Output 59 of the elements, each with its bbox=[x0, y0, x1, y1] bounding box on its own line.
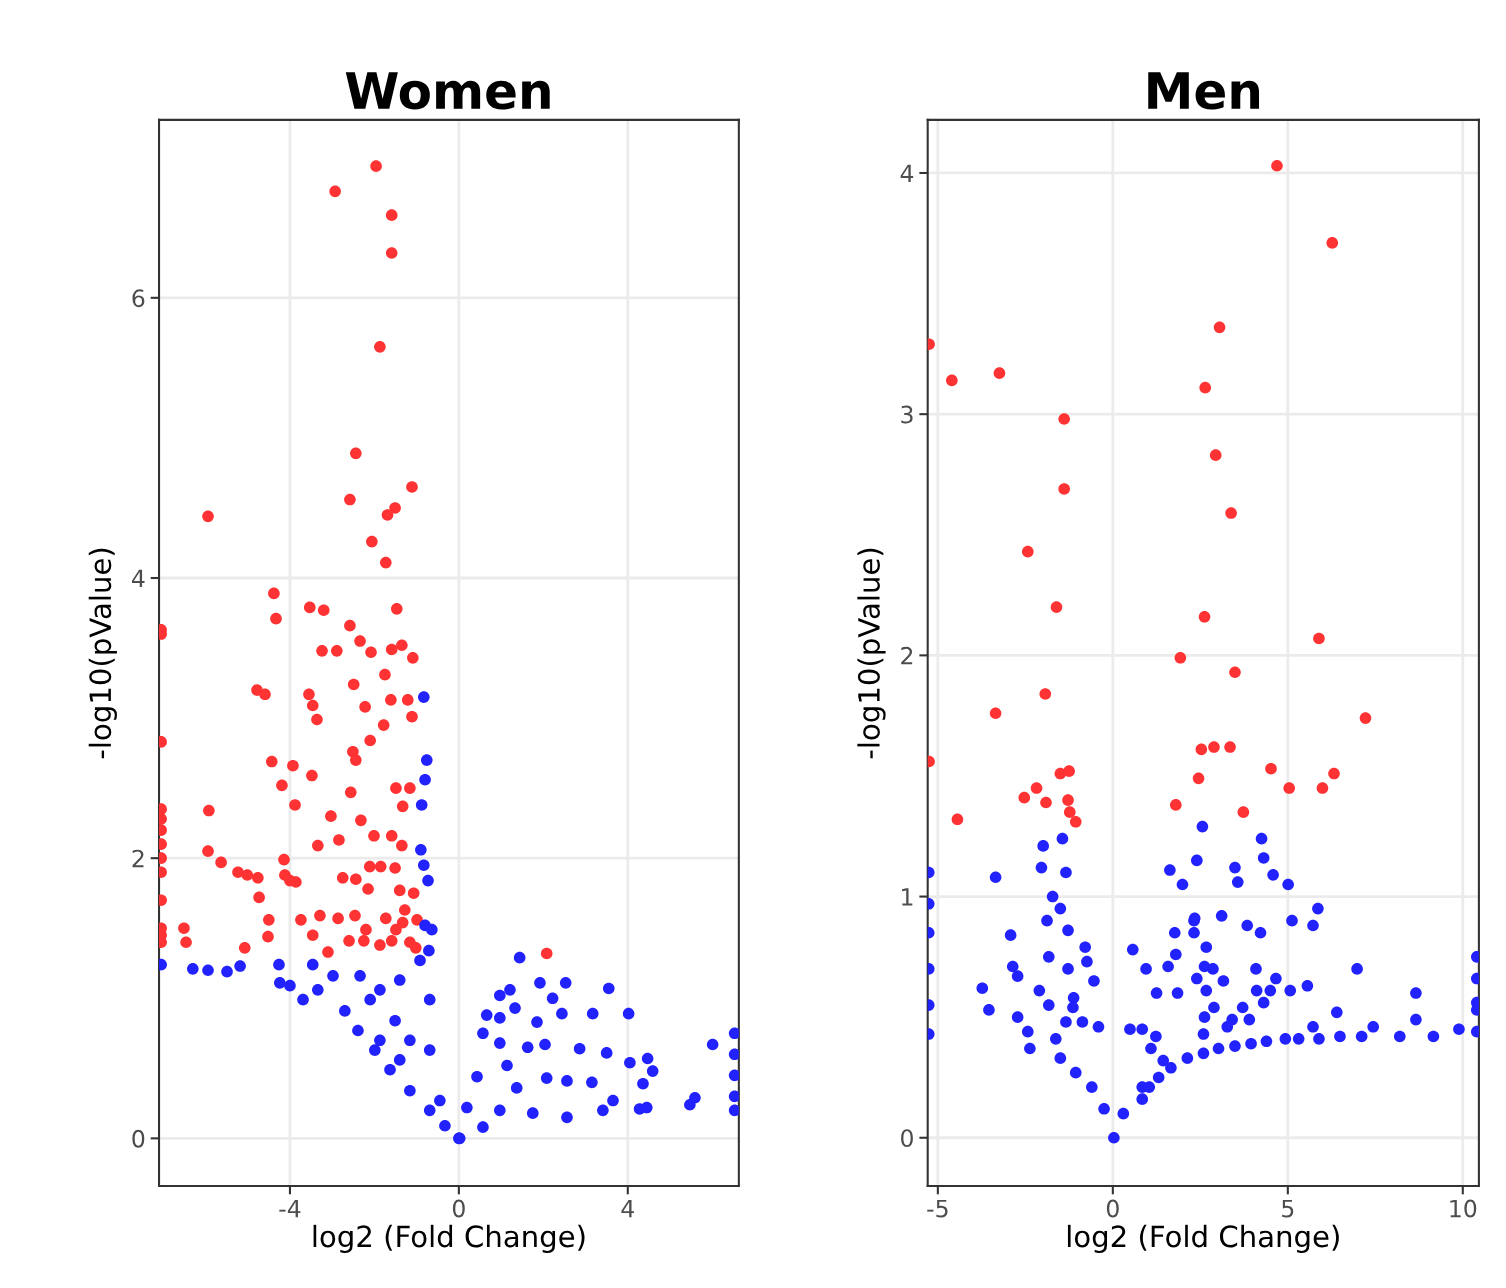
point bbox=[1313, 632, 1325, 645]
point bbox=[1174, 651, 1187, 664]
point bbox=[993, 367, 1006, 379]
point bbox=[1040, 796, 1052, 809]
point bbox=[1283, 782, 1296, 794]
point bbox=[989, 707, 1002, 720]
y-tick-label: 4 bbox=[900, 164, 914, 182]
x-axis-title: log2 (Fold Change) bbox=[313, 1224, 585, 1254]
point bbox=[1063, 765, 1075, 777]
y-tick-label: 0 bbox=[901, 1129, 913, 1148]
y-tick-label: 1 bbox=[902, 888, 913, 906]
point bbox=[1316, 782, 1329, 794]
y-tick-label: 6 bbox=[132, 289, 145, 308]
y-tick-label: 4 bbox=[131, 569, 145, 587]
point bbox=[1192, 772, 1205, 785]
point bbox=[1225, 507, 1237, 519]
point bbox=[1058, 413, 1070, 425]
point bbox=[1063, 806, 1076, 818]
x-tick-label: 0 bbox=[452, 1199, 465, 1218]
point bbox=[1326, 237, 1339, 249]
point bbox=[1271, 159, 1283, 172]
x-tick-label: 0 bbox=[1106, 1199, 1119, 1218]
chart-title: Men bbox=[1148, 72, 1260, 110]
point bbox=[1030, 782, 1043, 794]
chart-title: Women bbox=[345, 72, 550, 110]
point bbox=[1209, 449, 1222, 461]
x-axis-title: log2 (Fold Change) bbox=[1067, 1224, 1339, 1254]
point bbox=[1213, 321, 1226, 334]
y-tick-label: 0 bbox=[132, 1129, 145, 1148]
point bbox=[1359, 712, 1372, 724]
point bbox=[1069, 815, 1082, 828]
point bbox=[1039, 688, 1052, 700]
x-tick-label: -5 bbox=[927, 1199, 948, 1218]
x-tick-label: -4 bbox=[279, 1199, 301, 1218]
point bbox=[1237, 806, 1250, 818]
y-axis-title: -log10(pValue) bbox=[857, 548, 886, 759]
point bbox=[1265, 762, 1277, 775]
point bbox=[1328, 767, 1340, 780]
x-tick-label: 10 bbox=[1450, 1199, 1477, 1218]
x-tick-label: 5 bbox=[1282, 1199, 1294, 1218]
point bbox=[951, 813, 964, 826]
y-tick-label: 2 bbox=[132, 849, 144, 868]
point bbox=[1229, 666, 1241, 679]
point bbox=[1170, 799, 1182, 811]
y-tick-label: 3 bbox=[901, 405, 913, 424]
point bbox=[1198, 610, 1211, 623]
y-tick-label: 2 bbox=[901, 646, 913, 665]
point bbox=[1208, 741, 1220, 753]
point bbox=[1018, 791, 1031, 804]
point bbox=[1021, 545, 1034, 558]
point bbox=[1199, 381, 1212, 394]
point bbox=[946, 374, 958, 387]
point bbox=[1195, 743, 1208, 756]
y-axis-title: -log10(pValue) bbox=[88, 548, 117, 759]
point bbox=[1224, 741, 1236, 753]
point bbox=[1062, 794, 1074, 806]
point bbox=[1058, 483, 1070, 495]
point bbox=[1050, 601, 1063, 613]
x-tick-label: 4 bbox=[621, 1199, 634, 1218]
